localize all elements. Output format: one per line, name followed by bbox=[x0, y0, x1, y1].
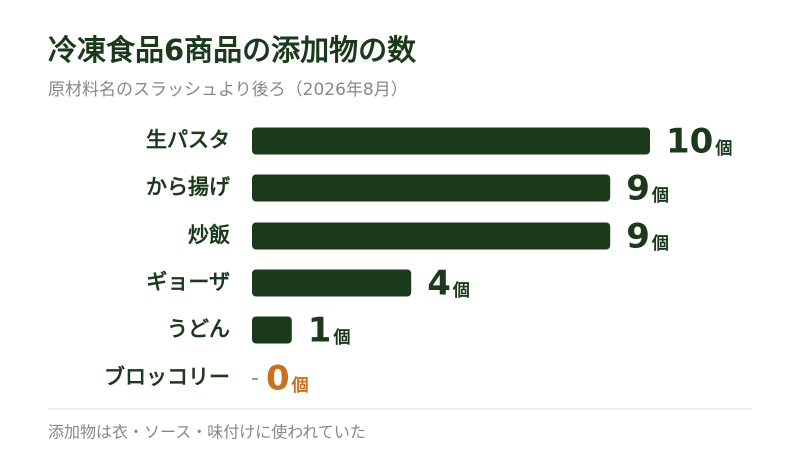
value-unit: 個 bbox=[651, 185, 669, 206]
chart-title: 冷凍食品6商品の添加物の数 bbox=[48, 33, 417, 67]
category-label: ギョーザ bbox=[146, 270, 230, 294]
bar bbox=[252, 269, 412, 297]
category-label: ブロッコリー bbox=[104, 365, 230, 389]
value-label: 1 bbox=[308, 311, 332, 351]
category-label: から揚げ bbox=[146, 175, 231, 199]
value-unit: 個 bbox=[291, 375, 309, 396]
value-unit: 個 bbox=[651, 233, 669, 254]
bar bbox=[252, 127, 650, 155]
bar bbox=[252, 174, 611, 202]
bar bbox=[252, 316, 292, 344]
value-unit: 個 bbox=[714, 138, 732, 159]
value-label: 4 bbox=[427, 264, 451, 304]
value-label: 9 bbox=[626, 217, 650, 257]
value-label: 0 bbox=[266, 359, 290, 399]
value-unit: 個 bbox=[452, 280, 470, 301]
category-label: 炒飯 bbox=[188, 223, 230, 247]
value-label: 10 bbox=[666, 122, 713, 162]
category-label: 生パスタ bbox=[146, 128, 230, 152]
footnote: 添加物は衣・ソース・味付けに使われていた bbox=[48, 423, 366, 442]
bar bbox=[252, 222, 611, 250]
value-unit: 個 bbox=[332, 327, 350, 348]
category-label: うどん bbox=[167, 317, 230, 341]
chart-subtitle: 原材料名のスラッシュより後ろ（2026年8月） bbox=[48, 80, 408, 100]
value-label: 9 bbox=[626, 169, 650, 209]
